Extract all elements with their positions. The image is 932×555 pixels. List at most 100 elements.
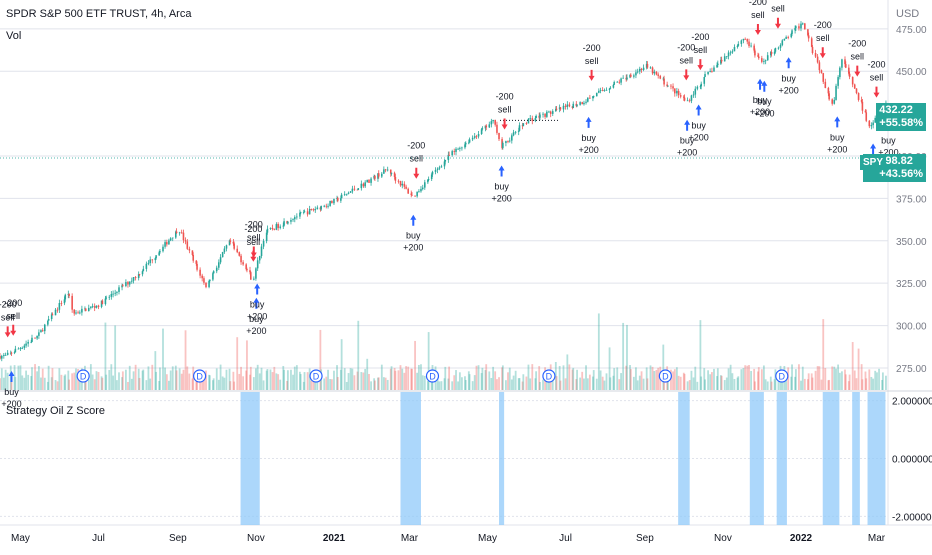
volume-bar xyxy=(492,366,495,390)
candle-body xyxy=(221,251,224,258)
candle-body xyxy=(488,124,491,128)
candle-body xyxy=(589,97,591,99)
volume-bar xyxy=(814,370,817,390)
volume-bar xyxy=(629,369,632,390)
volume-bar xyxy=(410,368,413,390)
volume-bar xyxy=(373,378,376,390)
volume-bar xyxy=(757,371,759,390)
volume-bar xyxy=(484,370,487,390)
candle-body xyxy=(405,186,407,189)
volume-bar xyxy=(205,370,207,390)
candle-body xyxy=(608,88,611,90)
volume-bar xyxy=(374,380,376,390)
volume-bar xyxy=(249,374,251,390)
volume-bar xyxy=(629,365,631,390)
volume-bar xyxy=(605,373,608,390)
volume-bar xyxy=(655,369,658,390)
candle-body xyxy=(308,208,311,215)
candle-body xyxy=(544,113,546,117)
volume-bar xyxy=(471,381,474,390)
candle-body xyxy=(0,355,3,359)
sell-action-label: sell xyxy=(1,312,15,322)
candle-body xyxy=(620,78,622,83)
volume-bar xyxy=(753,368,756,390)
candle-body xyxy=(112,293,114,295)
volume-bar xyxy=(455,370,457,390)
buy-action-label: buy xyxy=(781,73,796,83)
volume-bar xyxy=(632,376,635,390)
volume-bar xyxy=(881,372,884,390)
candle-body xyxy=(820,70,823,74)
candle-body xyxy=(414,195,416,197)
candle-body xyxy=(105,297,108,299)
volume-bar xyxy=(436,379,439,390)
sell-arrow xyxy=(854,65,861,77)
volume-bar xyxy=(302,381,305,390)
candle-body xyxy=(507,141,509,142)
volume-bar xyxy=(390,366,393,390)
candle-body xyxy=(6,352,9,356)
candle-body xyxy=(861,101,864,111)
volume-label: Vol xyxy=(6,30,22,42)
candle-body xyxy=(381,173,383,177)
buy-arrow xyxy=(761,80,768,92)
last-change: +55.58% xyxy=(879,117,923,129)
candle-body xyxy=(296,216,298,218)
candle-body xyxy=(704,74,706,77)
candle-body xyxy=(407,188,409,194)
candle-body xyxy=(277,224,279,228)
volume-bar xyxy=(51,368,54,390)
volume-bar xyxy=(468,374,471,390)
volume-bar xyxy=(134,364,137,390)
candle-body xyxy=(253,278,255,280)
volume-bar xyxy=(100,376,103,390)
candle-body xyxy=(137,274,140,279)
sell-arrow xyxy=(754,23,761,35)
candle-body xyxy=(349,191,352,193)
volume-bar xyxy=(58,368,61,390)
sell-arrow xyxy=(697,59,704,71)
volume-bar xyxy=(184,330,187,390)
volume-bar xyxy=(377,377,379,390)
volume-bar xyxy=(171,366,174,390)
candle-body xyxy=(651,67,654,74)
candle-body xyxy=(209,279,211,281)
candle-body xyxy=(310,208,313,210)
buy-action-label: buy xyxy=(250,300,265,310)
candle-body xyxy=(612,84,615,88)
buy-qty-label: +200 xyxy=(750,107,770,117)
volume-bar xyxy=(36,371,39,390)
volume-bar xyxy=(642,378,645,390)
volume-bar xyxy=(835,368,837,390)
volume-bar xyxy=(806,379,809,390)
candle-body xyxy=(592,96,594,99)
candle-body xyxy=(672,86,674,89)
volume-bar xyxy=(60,374,63,390)
volume-bar xyxy=(54,380,57,390)
candle-body xyxy=(418,191,420,193)
last-price: 432.22 xyxy=(879,104,913,116)
volume-bar xyxy=(844,369,846,390)
candle-body xyxy=(316,207,319,210)
candle-body xyxy=(766,55,769,61)
candle-body xyxy=(93,306,96,308)
buy-action-label: buy xyxy=(881,136,896,146)
volume-bar xyxy=(349,368,352,390)
volume-bar xyxy=(40,377,42,390)
volume-bar xyxy=(670,369,672,390)
volume-bar xyxy=(707,370,709,390)
volume-bar xyxy=(30,376,33,390)
candle-body xyxy=(203,278,205,283)
volume-bar xyxy=(860,364,863,390)
candle-body xyxy=(370,178,372,183)
volume-bar xyxy=(286,380,289,390)
volume-bar xyxy=(716,368,719,390)
candle-body xyxy=(447,154,450,161)
candle-body xyxy=(699,86,702,88)
candle-body xyxy=(613,82,615,85)
candle-body xyxy=(579,102,581,105)
volume-bar xyxy=(571,369,574,390)
candle-body xyxy=(490,121,493,125)
